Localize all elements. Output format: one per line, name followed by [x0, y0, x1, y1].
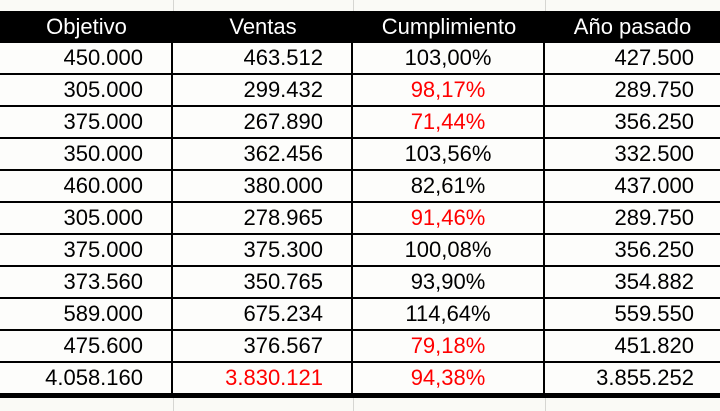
column-gridline [353, 0, 354, 11]
table-row: 305.000 278.965 91,46% 289.750 [0, 203, 720, 235]
table-row: 460.000 380.000 82,61% 437.000 [0, 171, 720, 203]
table-total-row: 4.058.160 3.830.121 94,38% 3.855.252 [0, 363, 720, 398]
header-cell-objetivo[interactable]: Objetivo [46, 14, 127, 39]
table-cell[interactable]: 267.890 [173, 107, 353, 137]
table-cell[interactable]: 289.750 [614, 77, 694, 102]
table-body: 450.000 463.512 103,00% 427.500 305.000 299.4… [0, 43, 720, 398]
table-cell[interactable]: 475.600 [0, 331, 173, 361]
table-cell[interactable]: 93,90% [353, 267, 545, 297]
column-gridline [173, 398, 174, 411]
table-row: 305.000 299.432 98,17% 289.750 [0, 75, 720, 107]
table-cell[interactable]: 100,08% [353, 235, 545, 265]
table-cell[interactable]: 376.567 [173, 331, 353, 361]
table-row: 475.600 376.567 79,18% 451.820 [0, 331, 720, 363]
table-row: 375.000 375.300 100,08% 356.250 [0, 235, 720, 267]
table-cell[interactable]: 589.000 [0, 299, 173, 329]
table-row: 373.560 350.765 93,90% 354.882 [0, 267, 720, 299]
table-cell[interactable]: 3.855.252 [596, 365, 694, 390]
table-cell[interactable]: 354.882 [614, 269, 694, 294]
table-cell[interactable]: 278.965 [173, 203, 353, 233]
table-cell[interactable]: 375.000 [0, 235, 173, 265]
table-cell[interactable]: 460.000 [0, 171, 173, 201]
table-cell[interactable]: 373.560 [0, 267, 173, 297]
table-cell[interactable]: 305.000 [0, 203, 173, 233]
table-cell[interactable]: 463.512 [173, 43, 353, 73]
table-cell[interactable]: 103,00% [353, 43, 545, 73]
table-cell[interactable]: 350.000 [0, 139, 173, 169]
table-cell[interactable]: 299.432 [173, 75, 353, 105]
table-row: 450.000 463.512 103,00% 427.500 [0, 43, 720, 75]
table-cell[interactable]: 71,44% [353, 107, 545, 137]
gridline-strip-bottom [0, 398, 720, 411]
header-cell-ano-pasado[interactable]: Año pasado [573, 14, 692, 39]
table-cell[interactable]: 437.000 [614, 173, 694, 198]
header-cell-ventas[interactable]: Ventas [229, 14, 297, 39]
table-row: 589.000 675.234 114,64% 559.550 [0, 299, 720, 331]
table-cell[interactable]: 94,38% [353, 363, 545, 393]
table-cell[interactable]: 559.550 [614, 301, 694, 326]
column-gridline [353, 398, 354, 411]
table-cell[interactable]: 350.765 [173, 267, 353, 297]
table-cell[interactable]: 91,46% [353, 203, 545, 233]
table-cell[interactable]: 362.456 [173, 139, 353, 169]
gridline-strip-top [0, 0, 720, 11]
table-cell[interactable]: 82,61% [353, 171, 545, 201]
table-cell[interactable]: 305.000 [0, 75, 173, 105]
table-cell[interactable]: 114,64% [353, 299, 545, 329]
table-cell[interactable]: 375.000 [0, 107, 173, 137]
table-cell[interactable]: 103,56% [353, 139, 545, 169]
table-cell[interactable]: 427.500 [614, 45, 694, 70]
header-cell-cumplimiento[interactable]: Cumplimiento [381, 14, 517, 39]
table-cell[interactable]: 289.750 [614, 205, 694, 230]
table-cell[interactable]: 356.250 [614, 237, 694, 262]
column-gridline [545, 0, 546, 11]
table-cell[interactable]: 332.500 [614, 141, 694, 166]
table-cell[interactable]: 79,18% [353, 331, 545, 361]
table-cell[interactable]: 98,17% [353, 75, 545, 105]
table-cell[interactable]: 3.830.121 [173, 363, 353, 393]
table-header-row: Objetivo Ventas Cumplimiento Año pasado [0, 11, 720, 43]
table-cell[interactable]: 380.000 [173, 171, 353, 201]
table-cell[interactable]: 4.058.160 [0, 363, 173, 393]
table-cell[interactable]: 356.250 [614, 109, 694, 134]
table-row: 350.000 362.456 103,56% 332.500 [0, 139, 720, 171]
table-cell[interactable]: 675.234 [173, 299, 353, 329]
table-cell[interactable]: 375.300 [173, 235, 353, 265]
column-gridline [173, 0, 174, 11]
table-cell[interactable]: 450.000 [0, 43, 173, 73]
table-cell[interactable]: 451.820 [614, 333, 694, 358]
table-row: 375.000 267.890 71,44% 356.250 [0, 107, 720, 139]
column-gridline [545, 398, 546, 411]
